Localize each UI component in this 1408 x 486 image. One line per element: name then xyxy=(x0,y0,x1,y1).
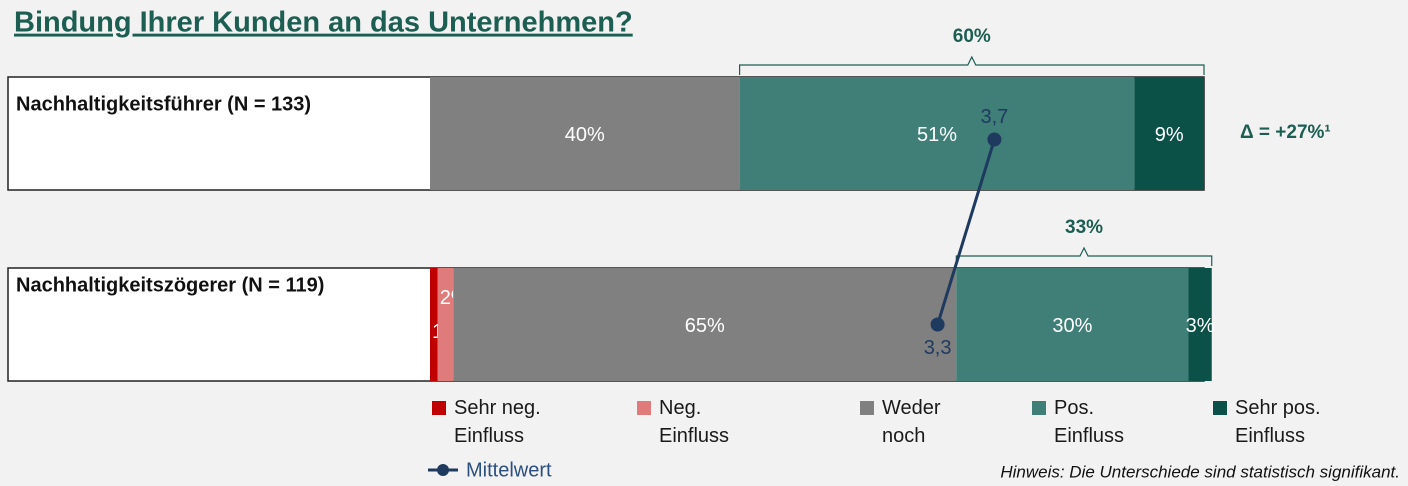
bar-segment xyxy=(956,268,1189,381)
legend-label: Sehr pos. Einfluss xyxy=(1235,397,1321,447)
legend-item: Weder noch xyxy=(860,394,978,450)
legend-label: Pos. Einfluss xyxy=(1054,397,1125,447)
legend-label: Neg. Einfluss xyxy=(659,397,730,447)
bracket xyxy=(739,55,1205,75)
legend-item: Sehr neg. Einfluss xyxy=(432,394,550,450)
bracket-label: 33% xyxy=(1065,217,1103,238)
bar-segment xyxy=(430,268,438,381)
legend-swatch xyxy=(1213,401,1227,415)
row-label: Nachhaltigkeitsführer (N = 133) xyxy=(16,93,311,115)
bar-segment xyxy=(1134,77,1204,190)
bar-value-label: 9% xyxy=(1155,124,1184,146)
note: Hinweis: Die Unterschiede sind statistis… xyxy=(1000,462,1400,481)
bar-segment xyxy=(739,77,1135,190)
mean-point xyxy=(930,317,945,332)
legend-label: Weder noch xyxy=(882,397,941,447)
mean-label: 3,3 xyxy=(924,337,952,359)
legend-swatch xyxy=(637,401,651,415)
bar-value-label: 3% xyxy=(1186,315,1215,337)
bracket xyxy=(955,246,1213,266)
legend-mean-label: Mittelwert xyxy=(466,459,552,481)
legend-mean-dot xyxy=(437,464,449,476)
row-label: Nachhaltigkeitszögerer (N = 119) xyxy=(16,274,324,296)
bar-segment xyxy=(453,268,957,381)
bar-segment xyxy=(437,268,454,381)
bar-segment xyxy=(430,77,740,190)
legend-item: Sehr pos. Einfluss xyxy=(1213,394,1331,450)
bar-value-label: 40% xyxy=(565,124,605,146)
legend-swatch xyxy=(1032,401,1046,415)
mean-label: 3,7 xyxy=(980,106,1008,128)
bar-value-label: 51% xyxy=(917,124,957,146)
legend-item: Pos. Einfluss xyxy=(1032,394,1150,450)
legend-swatch xyxy=(432,401,446,415)
legend-label: Sehr neg. Einfluss xyxy=(454,397,541,447)
bar-value-label: 30% xyxy=(1052,315,1092,337)
bar-value-label: 65% xyxy=(685,315,725,337)
bar-segment xyxy=(1188,268,1212,381)
legend-item: Neg. Einfluss xyxy=(637,394,755,450)
mean-line xyxy=(936,139,996,325)
legend-swatch xyxy=(860,401,874,415)
bracket-label: 60% xyxy=(953,26,991,47)
mean-point xyxy=(987,132,1002,147)
chart-title: Bindung Ihrer Kunden an das Unternehmen? xyxy=(14,7,633,39)
delta-label: Δ = +27%¹ xyxy=(1240,122,1331,143)
